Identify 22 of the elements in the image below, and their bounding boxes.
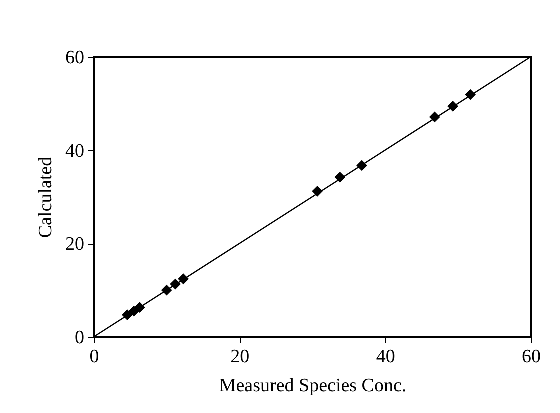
point [465, 90, 476, 100]
y-tick-label: 0 [75, 328, 84, 348]
y-tick-label: 60 [66, 48, 84, 68]
y-axis-title: Calculated [36, 156, 56, 238]
y-tick-label: 20 [66, 234, 84, 256]
point [448, 101, 458, 112]
point [430, 112, 440, 122]
x-tick-label: 40 [376, 346, 396, 368]
x-axis-title: Measured Species Conc. [219, 376, 407, 396]
point [170, 279, 181, 290]
point [122, 310, 133, 320]
point [134, 302, 146, 313]
x-tick-label: 60 [522, 346, 541, 368]
point [334, 172, 346, 183]
x-tick-label: 20 [230, 346, 250, 368]
point [162, 285, 172, 296]
x-tick-label: 0 [90, 346, 100, 368]
y-tick-label: 40 [66, 140, 84, 162]
point [128, 306, 140, 317]
point [312, 186, 323, 197]
point [356, 160, 368, 171]
point [178, 274, 189, 284]
